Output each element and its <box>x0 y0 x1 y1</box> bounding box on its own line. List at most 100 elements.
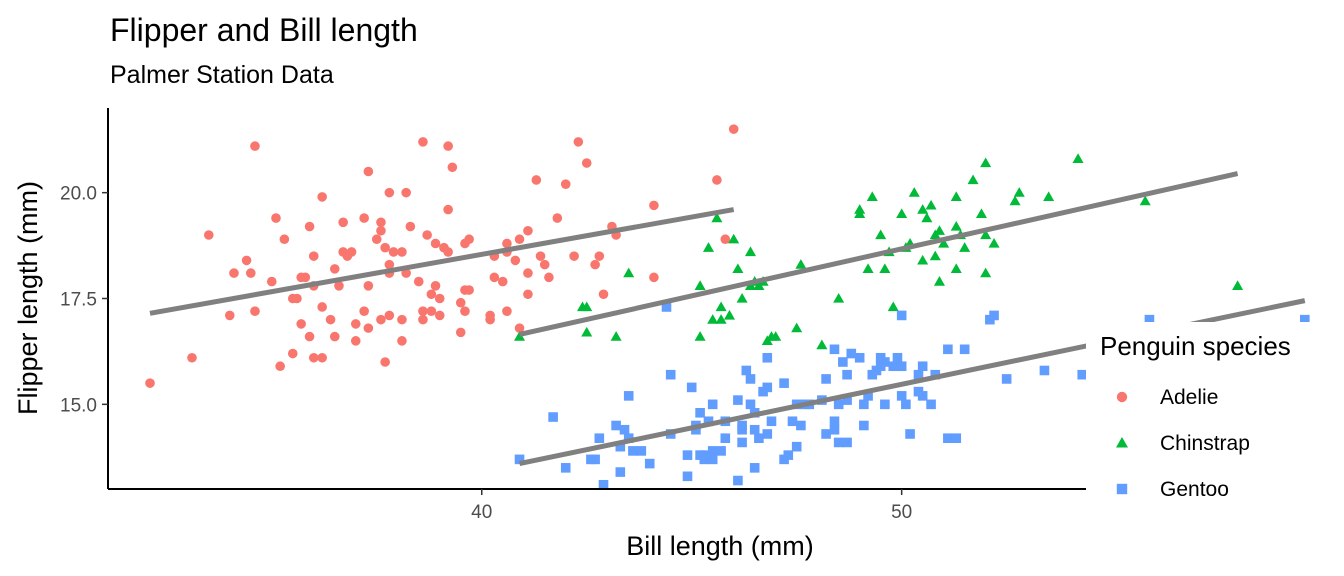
data-point <box>791 441 802 452</box>
data-point <box>959 242 971 252</box>
data-point <box>1039 365 1050 376</box>
data-point <box>707 446 718 456</box>
data-point <box>913 369 924 380</box>
data-point <box>1300 314 1310 325</box>
data-point <box>422 230 432 240</box>
data-point <box>682 471 693 482</box>
data-point <box>317 192 327 202</box>
legend-title: Penguin species <box>1100 331 1291 361</box>
data-point <box>623 391 634 401</box>
data-point <box>363 323 374 333</box>
data-point <box>598 289 609 300</box>
data-point <box>766 416 777 427</box>
legend-label: Gentoo <box>1160 478 1229 501</box>
data-point <box>917 254 929 265</box>
data-point <box>967 174 979 185</box>
data-point <box>279 234 290 245</box>
data-point <box>745 399 756 410</box>
data-point <box>371 234 382 245</box>
legend-label: Adelie <box>1160 386 1218 409</box>
data-point <box>610 331 622 341</box>
data-point <box>384 187 395 198</box>
data-point <box>702 242 715 252</box>
data-point <box>896 361 907 372</box>
data-point <box>241 255 252 266</box>
data-point <box>896 391 907 401</box>
data-point <box>733 395 743 405</box>
data-point <box>694 331 706 341</box>
y-axis-title: Flipper length (mm) <box>13 181 43 415</box>
data-point <box>988 237 1000 248</box>
data-point <box>736 292 748 303</box>
data-point <box>426 306 437 317</box>
data-point <box>644 458 655 469</box>
data-point <box>485 310 495 321</box>
data-point <box>943 433 953 443</box>
data-point <box>388 247 399 257</box>
data-point <box>376 314 386 325</box>
data-point <box>296 319 306 329</box>
points-layer <box>145 124 1310 490</box>
data-point <box>514 234 525 245</box>
data-point <box>762 382 773 393</box>
data-point <box>829 424 840 435</box>
data-point <box>980 229 992 240</box>
data-point <box>829 344 840 355</box>
data-point <box>744 246 757 257</box>
data-point <box>460 306 470 317</box>
data-point <box>649 200 659 211</box>
data-point <box>716 446 726 456</box>
data-point <box>712 175 722 185</box>
legend-item-gentoo: Gentoo <box>1116 478 1229 501</box>
data-point <box>686 382 697 393</box>
legend-key <box>1116 391 1128 403</box>
data-point <box>548 412 558 422</box>
data-point <box>464 285 474 295</box>
data-point <box>287 348 298 359</box>
data-point <box>846 348 857 359</box>
data-point <box>833 437 844 448</box>
data-point <box>887 301 899 312</box>
data-point <box>523 289 533 300</box>
data-point <box>875 229 887 240</box>
data-point <box>879 263 891 274</box>
data-point <box>901 399 911 410</box>
data-point <box>842 437 852 448</box>
data-point <box>1077 369 1088 380</box>
data-point <box>514 454 525 465</box>
legend: Penguin species Adelie Chinstrap Gentoo <box>1086 322 1330 501</box>
data-point <box>929 250 941 261</box>
data-point <box>397 336 407 346</box>
data-point <box>560 463 571 473</box>
data-point <box>300 272 311 283</box>
legend-item-chinstrap: Chinstrap <box>1116 432 1250 455</box>
data-point <box>413 276 424 287</box>
data-point <box>816 339 828 350</box>
data-point <box>989 310 999 321</box>
data-point <box>821 429 831 439</box>
data-point <box>350 319 361 329</box>
data-point <box>510 255 521 266</box>
data-point <box>594 433 605 443</box>
trend-line-adelie <box>149 207 735 316</box>
data-point <box>346 247 357 257</box>
data-point <box>359 213 369 223</box>
data-point <box>623 433 634 443</box>
data-point <box>615 467 626 477</box>
data-point <box>544 272 554 283</box>
data-point <box>581 158 592 168</box>
data-point <box>590 454 600 465</box>
data-point <box>833 292 845 303</box>
data-point <box>317 302 327 312</box>
data-point <box>598 479 609 490</box>
series-gentoo <box>514 302 1310 490</box>
data-point <box>838 357 848 367</box>
data-point <box>1013 187 1025 197</box>
data-point <box>304 221 315 232</box>
data-point <box>796 420 806 431</box>
data-point <box>925 199 937 210</box>
data-point <box>434 310 445 321</box>
data-point <box>464 234 474 245</box>
data-point <box>699 450 710 460</box>
data-point <box>854 204 866 214</box>
